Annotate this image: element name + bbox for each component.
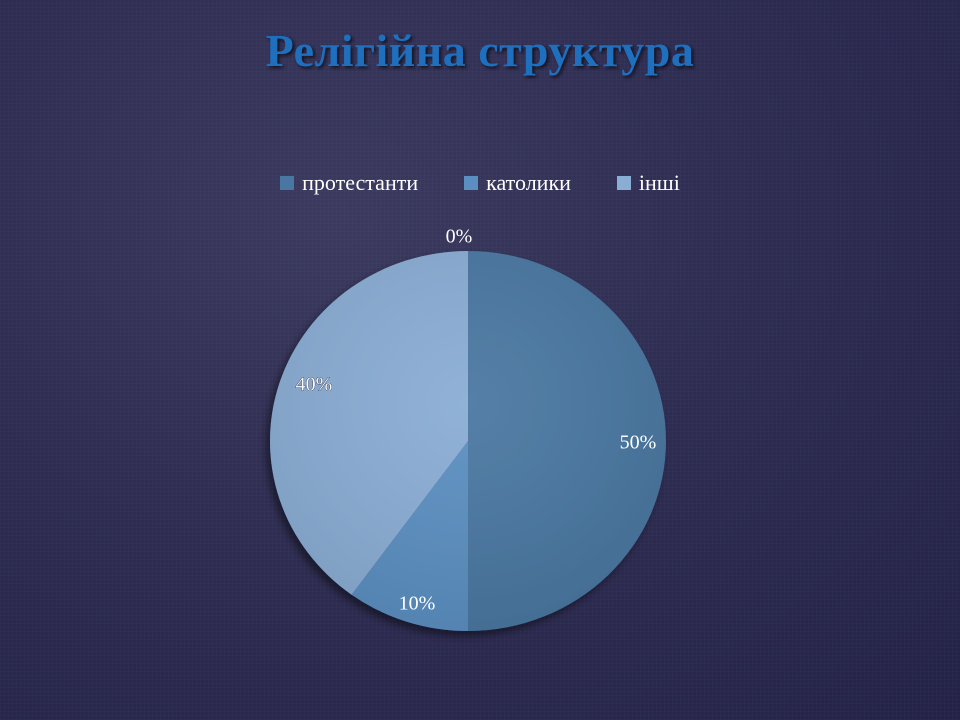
legend-label-protestants: протестанти: [302, 170, 419, 195]
pie-gloss-overlay: [270, 251, 666, 631]
legend-label-catholics: католики: [486, 170, 571, 195]
chart-legend: протестанти католики інші: [0, 170, 960, 196]
legend-label-others: інші: [638, 170, 680, 195]
data-label-empty: 0%: [446, 226, 473, 248]
legend-swatch-catholics: [464, 176, 479, 190]
data-label-others: 40%: [296, 374, 333, 396]
legend-item-catholics: католики: [464, 170, 571, 196]
legend-item-others: інші: [616, 170, 680, 196]
chart-title: Релігійна структура: [265, 25, 695, 76]
data-label-protestants: 50%: [620, 432, 657, 454]
legend-swatch-protestants: [280, 176, 295, 190]
legend-item-protestants: протестанти: [280, 170, 418, 196]
legend-swatch-others: [616, 176, 631, 190]
data-label-catholics: 10%: [399, 593, 436, 615]
